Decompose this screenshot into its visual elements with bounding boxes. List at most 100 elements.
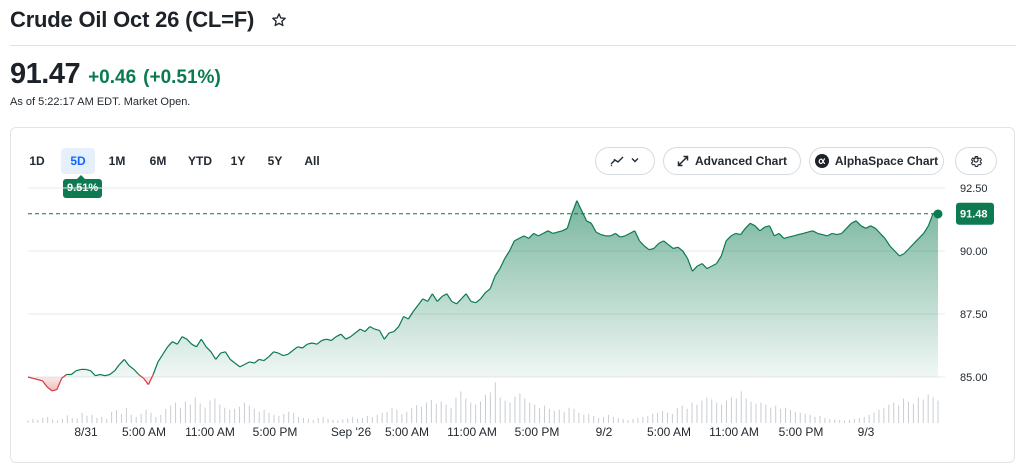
line-chart-icon xyxy=(610,155,624,167)
price-line-segment xyxy=(258,358,265,362)
volume-bar xyxy=(686,408,688,423)
price-line-segment xyxy=(465,293,472,302)
volume-bar xyxy=(883,407,885,423)
x-tick-label: 5:00 AM xyxy=(647,425,691,439)
volume-bar xyxy=(519,393,521,423)
price-line-segment xyxy=(417,298,424,306)
volume-bar xyxy=(932,397,934,423)
volume-bar xyxy=(357,418,359,423)
price-line-segment xyxy=(383,332,390,340)
last-price-tag-label: 91.48 xyxy=(960,209,988,221)
volume-bar xyxy=(76,418,78,423)
price-line-segment xyxy=(441,293,448,297)
volume-bar xyxy=(27,420,29,423)
volume-bar xyxy=(376,414,378,423)
volume-bar xyxy=(298,416,300,423)
price-line-segment xyxy=(128,365,135,370)
volume-bar xyxy=(789,409,791,423)
volume-bar xyxy=(824,417,826,423)
x-tick-label: Sep '26 xyxy=(331,425,372,439)
price-line-segment xyxy=(610,232,616,237)
volume-bar xyxy=(106,418,108,423)
price-line-segment xyxy=(489,275,496,290)
price-line-segment xyxy=(744,222,751,229)
price-line-segment xyxy=(374,328,380,331)
range-5y[interactable]: 5Y xyxy=(267,154,283,168)
alphaspace-chart-button[interactable]: AlphaSpace Chart xyxy=(809,147,944,175)
price-line-segment xyxy=(200,338,207,348)
volume-bar xyxy=(529,402,531,423)
star-outline-icon[interactable] xyxy=(270,11,288,29)
price-chart[interactable]: 92.50 90.00 87.50 85.00 91.48 8/31 5:00 AM 11:0… xyxy=(10,127,1015,463)
price-line-segment xyxy=(355,328,361,334)
volume-bar xyxy=(273,414,275,423)
volume-bar xyxy=(411,407,413,423)
volume-bar xyxy=(322,416,324,423)
advanced-chart-button[interactable]: Advanced Chart xyxy=(663,147,801,175)
volume-bar xyxy=(386,411,388,423)
range-1y[interactable]: 1Y xyxy=(230,154,246,168)
volume-bar xyxy=(199,403,201,423)
price-line-segment xyxy=(278,352,284,357)
volume-bar xyxy=(632,418,634,423)
price-line-segment xyxy=(95,373,101,377)
chart-type-button[interactable] xyxy=(595,147,655,175)
page-title: Crude Oil Oct 26 (CL=F) xyxy=(10,7,255,32)
last-price-tag xyxy=(956,202,994,225)
volume-bar xyxy=(440,401,442,423)
price-line-segment xyxy=(576,200,583,211)
volume-bar xyxy=(239,406,241,423)
price-line-segment xyxy=(518,235,525,239)
price-line-segment xyxy=(215,352,222,360)
price-line-segment xyxy=(566,213,573,229)
range-1d[interactable]: 1D xyxy=(29,154,45,168)
volume-bar xyxy=(711,399,713,423)
range-5d[interactable]: 5D xyxy=(61,148,95,174)
volume-bar xyxy=(499,397,501,423)
price-line-segment xyxy=(620,235,626,238)
range-ytd[interactable]: YTD xyxy=(188,154,212,168)
volume-bar xyxy=(175,402,177,423)
price-line-segment xyxy=(378,330,385,340)
volume-bar xyxy=(37,419,39,423)
volume-bar xyxy=(430,400,432,423)
volume-bar xyxy=(263,409,265,423)
price-line-segment xyxy=(307,342,313,345)
volume-bar xyxy=(716,402,718,423)
volume-bar xyxy=(288,411,290,423)
y-tick-label: 85.00 xyxy=(960,372,988,384)
volume-bar xyxy=(337,420,339,423)
price-line-segment xyxy=(648,247,655,251)
price-line-segment xyxy=(485,288,491,294)
price-line-segment xyxy=(778,232,785,239)
volume-bar xyxy=(848,419,850,423)
volume-bar xyxy=(514,396,516,423)
price-line-segment xyxy=(253,358,260,364)
range-6m[interactable]: 6M xyxy=(149,154,167,168)
price-line-segment xyxy=(571,200,578,214)
x-tick-label: 5:00 AM xyxy=(122,425,166,439)
range-all[interactable]: All xyxy=(304,154,320,168)
price-line-segment xyxy=(855,220,862,227)
volume-bar xyxy=(676,407,678,423)
volume-bar xyxy=(568,407,570,423)
expand-arrows-icon xyxy=(677,155,689,167)
volume-bar xyxy=(858,417,860,423)
price-line-segment xyxy=(715,255,722,264)
range-selector: 1D 5D 1M 6M YTD 1Y 5Y All xyxy=(22,148,327,174)
volume-bar xyxy=(179,407,181,423)
price-line-segment xyxy=(874,227,881,234)
alpha-logo-icon xyxy=(814,154,829,168)
x-tick-label: 5:00 AM xyxy=(385,425,429,439)
volume-bar xyxy=(71,417,73,423)
price-line-segment xyxy=(691,265,698,272)
price-line-segment xyxy=(677,246,684,252)
price-line-segment xyxy=(586,220,592,224)
price-line-segment xyxy=(297,346,303,349)
volume-bar xyxy=(406,411,408,423)
volume-bar xyxy=(494,382,496,423)
price-chart-svg: 92.50 90.00 87.50 85.00 91.48 8/31 5:00 AM 11:0… xyxy=(27,183,994,439)
volume-bar xyxy=(888,404,890,423)
chart-settings-button[interactable] xyxy=(955,147,997,175)
range-1m[interactable]: 1M xyxy=(108,154,126,168)
